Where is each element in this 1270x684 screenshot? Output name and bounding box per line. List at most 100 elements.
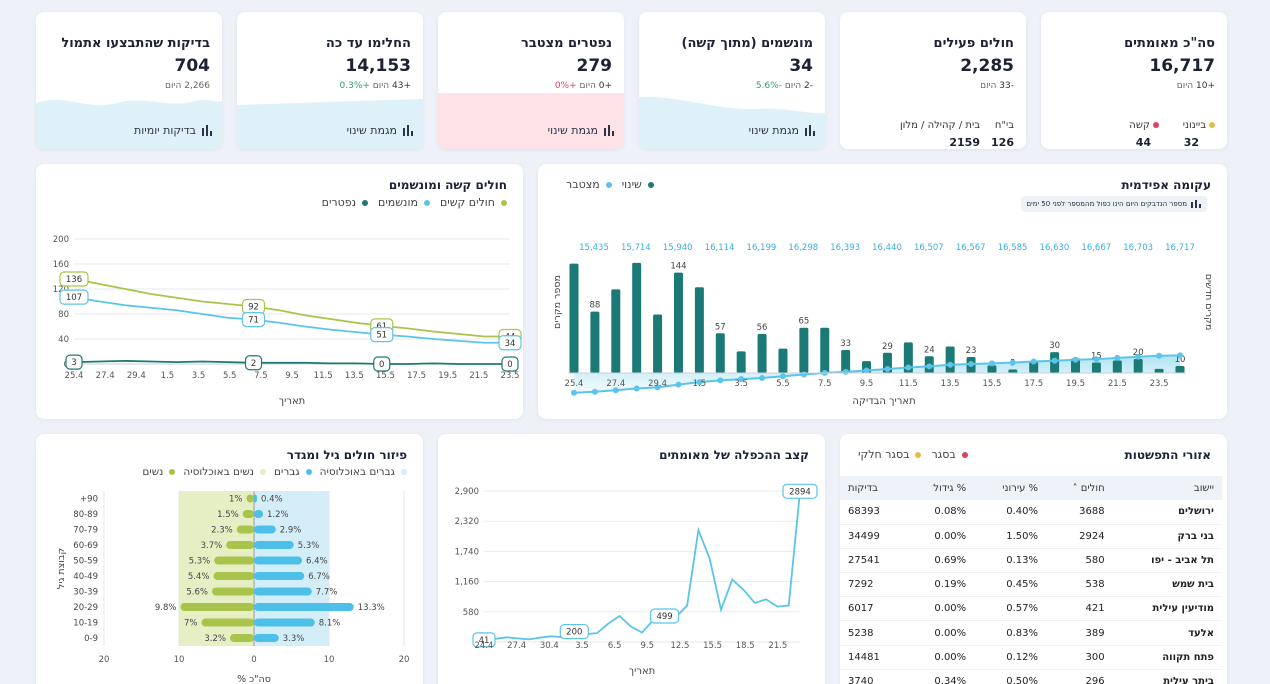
legend-item[interactable]: מונשמים	[378, 196, 430, 209]
table-row[interactable]: ירושלים 3688 0.40% 0.08% 68393	[840, 500, 1222, 525]
x-tick-label: 15.5	[703, 641, 722, 651]
cell-cases: 300	[1046, 645, 1113, 670]
table-row[interactable]: בית שמש 538 0.45% 0.19% 7292	[840, 572, 1222, 598]
doubling-card: קצב ההכפלה של מאומתים 2,900 2,320 1,740 1,1…	[438, 434, 825, 684]
cell-city: פתח תקווה	[1112, 645, 1222, 670]
trend-button[interactable]: בדיקות יומיות	[134, 124, 212, 137]
legend-item[interactable]: נשים באוכלוסיה	[183, 466, 267, 478]
value-marker-label: 34	[505, 339, 516, 349]
table-row[interactable]: מודיעין עילית 421 0.57% 0.00% 6017	[840, 596, 1222, 622]
x-tick-label: 19.5	[1066, 379, 1085, 389]
value-marker-box	[782, 483, 818, 499]
men-bar	[254, 603, 354, 611]
x-tick-label: 5.5	[776, 379, 790, 389]
value-marker-box	[244, 355, 263, 371]
col-header-city[interactable]: יישוב	[1112, 476, 1222, 500]
serious-card: חולים קשה ומונשמים חולים קשים מונשמים נפ…	[36, 164, 523, 419]
stat-card-tests: בדיקות שהתבצעו אתמול 704 2,266 היום בדיק…	[36, 12, 222, 149]
legend-item[interactable]: גברים באוכלוסיה	[320, 466, 407, 478]
men-bar	[254, 525, 276, 534]
stat-title: חולים פעילים	[933, 36, 1014, 51]
legend-dot-icon	[401, 469, 407, 475]
doubling-chart: 2,900 2,320 1,740 1,160 580 41 200 499 2894 24.4 2…	[455, 483, 818, 677]
value-marker-box	[498, 335, 522, 351]
x-tick-label: 9.5	[860, 379, 874, 389]
moderate-dot-icon	[1209, 122, 1215, 128]
severity-moderate-label: ביינוני	[1183, 120, 1215, 131]
daily-bar	[653, 314, 663, 373]
legend-item[interactable]: גברים	[274, 466, 312, 478]
table-row[interactable]: תל אביב - יפו 580 0.13% 0.69% 27541	[840, 548, 1222, 574]
stat-value: 14,153	[345, 56, 411, 76]
cumulative-point	[1072, 356, 1079, 363]
x-tick-label: 23.5	[1150, 379, 1169, 389]
legend-item[interactable]: שינוי	[622, 178, 654, 191]
cumulative-point	[988, 360, 995, 367]
age-group-label: 80-89	[73, 510, 98, 520]
value-marker-box	[241, 312, 266, 328]
stat-card-deaths: נפטרים מצטבר 279 +0 היום +0% מגמת שינוי	[438, 12, 624, 149]
trend-button[interactable]: מגמת שינוי	[548, 124, 614, 137]
chart-title: קצב ההכפלה של מאומתים	[659, 448, 809, 462]
table-row[interactable]: ביתר עילית 296 0.50% 0.34% 3740	[840, 669, 1222, 684]
cumulative-label: 15,714	[621, 243, 651, 253]
cumulative-point	[1030, 358, 1037, 365]
legend-item[interactable]: נפטרים	[322, 196, 369, 209]
col-header-urban-pct[interactable]: % עירוני	[974, 476, 1047, 500]
table-row[interactable]: אלעד 389 0.83% 0.00% 5238	[840, 620, 1222, 646]
legend-dot-icon	[961, 451, 968, 458]
daily-bar-label: 23	[966, 346, 977, 356]
legend-item[interactable]: מצטבר	[566, 178, 612, 191]
series-line	[73, 359, 510, 365]
cell-cases: 2924	[1046, 524, 1113, 549]
cumulative-point	[905, 364, 912, 371]
col-header-cases[interactable]: חולים ˄	[1046, 476, 1113, 500]
y-tick-label: 2,320	[455, 517, 479, 527]
cumulative-point	[779, 373, 786, 380]
stat-value: 704	[174, 56, 211, 76]
col-header-tests[interactable]: בדיקות	[840, 476, 907, 500]
legend-item[interactable]: נשים	[142, 466, 176, 478]
x-tick-label: 29.4	[127, 371, 146, 381]
severity-moderate-value: 32	[1183, 136, 1199, 149]
value-marker-box	[373, 356, 391, 372]
table-row[interactable]: בני ברק 2924 1.50% 0.00% 34499	[840, 524, 1222, 549]
x-tick-label: 3.5	[192, 371, 206, 381]
daily-bar	[1112, 360, 1122, 373]
series-line	[73, 278, 510, 338]
men-bar	[254, 494, 257, 503]
cumulative-label: 16,298	[788, 243, 818, 253]
trend-button[interactable]: מגמת שינוי	[347, 124, 413, 137]
cell-tests: 14481	[840, 645, 907, 670]
cumulative-point	[1156, 352, 1163, 359]
cell-city: ירושלים	[1112, 500, 1222, 525]
trend-button[interactable]: מגמת שינוי	[749, 124, 815, 137]
table-row[interactable]: פתח תקווה 300 0.12% 0.00% 14481	[840, 645, 1222, 670]
value-marker-box	[370, 327, 394, 343]
women-bar	[212, 587, 254, 596]
value-marker-box	[59, 289, 89, 305]
age-group-label: +90	[80, 495, 98, 505]
daily-bar	[1175, 366, 1185, 373]
y-tick-label: 80	[58, 310, 69, 320]
cumulative-label: 16,567	[956, 243, 986, 253]
col-header-growth-pct[interactable]: % גידול	[906, 476, 975, 500]
x-tick-label: 9.5	[285, 371, 299, 381]
legend-item[interactable]: בסגר	[931, 448, 968, 461]
cumulative-point	[968, 361, 975, 367]
cell-cases: 389	[1046, 620, 1113, 646]
y-tick-label: 120	[53, 285, 69, 295]
x-axis-title: תאריך הבדיקה	[852, 396, 915, 407]
legend-item[interactable]: חולים קשים	[440, 196, 507, 209]
legend-dot-icon	[423, 199, 430, 206]
stat-sub: +10 היום	[1176, 81, 1215, 91]
cell-urban-pct: 0.12%	[974, 645, 1047, 670]
areas-table: יישוב חולים ˄ % עירוני % גידול בדיקות יר…	[840, 476, 1222, 684]
chart-title: פיזור חולים גיל ומגדר	[286, 448, 407, 462]
legend-item[interactable]: בסגר חלקי	[858, 448, 922, 461]
y-tick-label: 40	[58, 335, 69, 345]
women-bar	[180, 603, 254, 611]
age-group-label: 60-69	[73, 541, 98, 551]
value-marker-label: 3	[71, 358, 76, 368]
daily-bar	[611, 289, 621, 373]
